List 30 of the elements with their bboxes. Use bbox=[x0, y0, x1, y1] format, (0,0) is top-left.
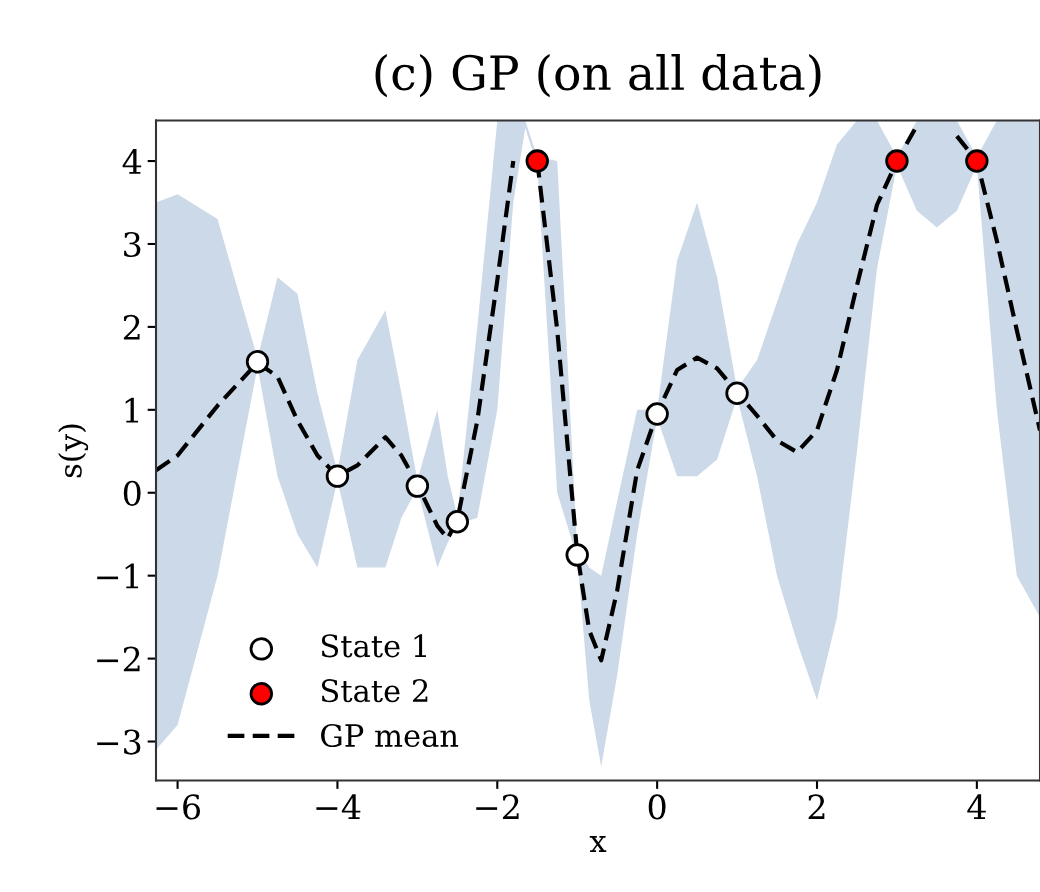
y-tick-label: −2 bbox=[97, 646, 140, 672]
x-axis-title: x bbox=[589, 836, 607, 852]
point bbox=[405, 474, 430, 498]
y-tick-label: 1 bbox=[125, 397, 139, 423]
point bbox=[965, 149, 989, 173]
point bbox=[645, 402, 669, 426]
legend-label: State 2 bbox=[321, 679, 428, 703]
point bbox=[445, 510, 470, 534]
point bbox=[525, 149, 549, 173]
x-tick-label: 4 bbox=[967, 794, 986, 820]
x-tick-label: 0 bbox=[648, 794, 666, 820]
x-tick-label: −6 bbox=[156, 794, 201, 820]
y-tick-label: 0 bbox=[123, 480, 141, 506]
x-tick-label: −4 bbox=[316, 794, 361, 820]
x-tick-label: −2 bbox=[476, 794, 519, 820]
y-tick-label: −3 bbox=[97, 729, 141, 755]
point bbox=[725, 381, 749, 405]
chart-title: (c) GP (on all data) bbox=[375, 53, 821, 98]
legend-label: GP mean bbox=[321, 723, 459, 748]
point bbox=[885, 149, 909, 173]
y-tick-label: 2 bbox=[123, 314, 140, 340]
y-tick-label: 4 bbox=[122, 148, 142, 174]
y-tick-label: −1 bbox=[97, 563, 139, 589]
y-axis-title: s(y) bbox=[58, 424, 89, 478]
point bbox=[325, 464, 350, 488]
point bbox=[565, 543, 589, 567]
point bbox=[245, 350, 270, 374]
y-tick-label: 3 bbox=[124, 231, 141, 258]
legend-label: State 1 bbox=[321, 634, 426, 658]
x-tick-label: 2 bbox=[808, 794, 825, 820]
